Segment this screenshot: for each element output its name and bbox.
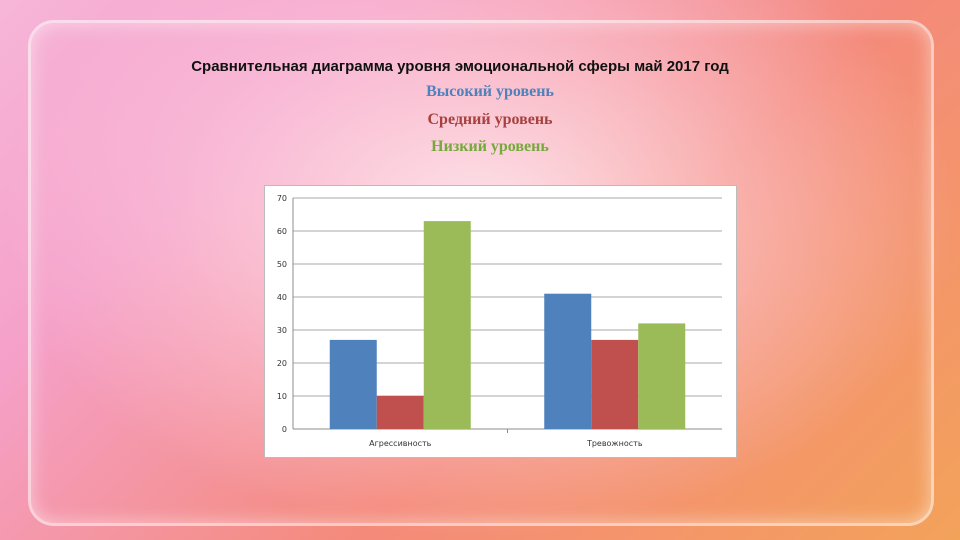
bar — [638, 323, 686, 429]
legend-medium-level: Средний уровень — [427, 111, 553, 128]
y-tick-label: 20 — [277, 359, 287, 368]
y-tick-label: 30 — [277, 326, 287, 335]
decorative-frame — [28, 20, 934, 526]
y-tick-label: 70 — [277, 194, 287, 203]
y-tick-label: 50 — [277, 260, 287, 269]
category-label: Тревожность — [586, 439, 643, 448]
bar — [329, 339, 377, 429]
legend-low-level: Низкий уровень — [431, 138, 549, 155]
y-tick-label: 60 — [277, 227, 287, 236]
category-label: Агрессивность — [369, 439, 432, 448]
bar — [376, 396, 424, 429]
y-tick-label: 10 — [277, 392, 287, 401]
bar — [423, 221, 471, 429]
bar-chart-svg: 0 10 20 30 40 50 60 70 Агрессивность Тревожность — [277, 194, 722, 448]
bar — [544, 293, 592, 429]
y-tick-label: 0 — [282, 425, 287, 434]
y-tick-label: 40 — [277, 293, 287, 302]
legend-high-level: Высокий уровень — [426, 83, 554, 100]
slide-title: Сравнительная диаграмма уровня эмоционал… — [191, 58, 729, 75]
bar-chart: 0 10 20 30 40 50 60 70 Агрессивность Тревожность — [264, 185, 737, 458]
bar — [591, 339, 639, 429]
